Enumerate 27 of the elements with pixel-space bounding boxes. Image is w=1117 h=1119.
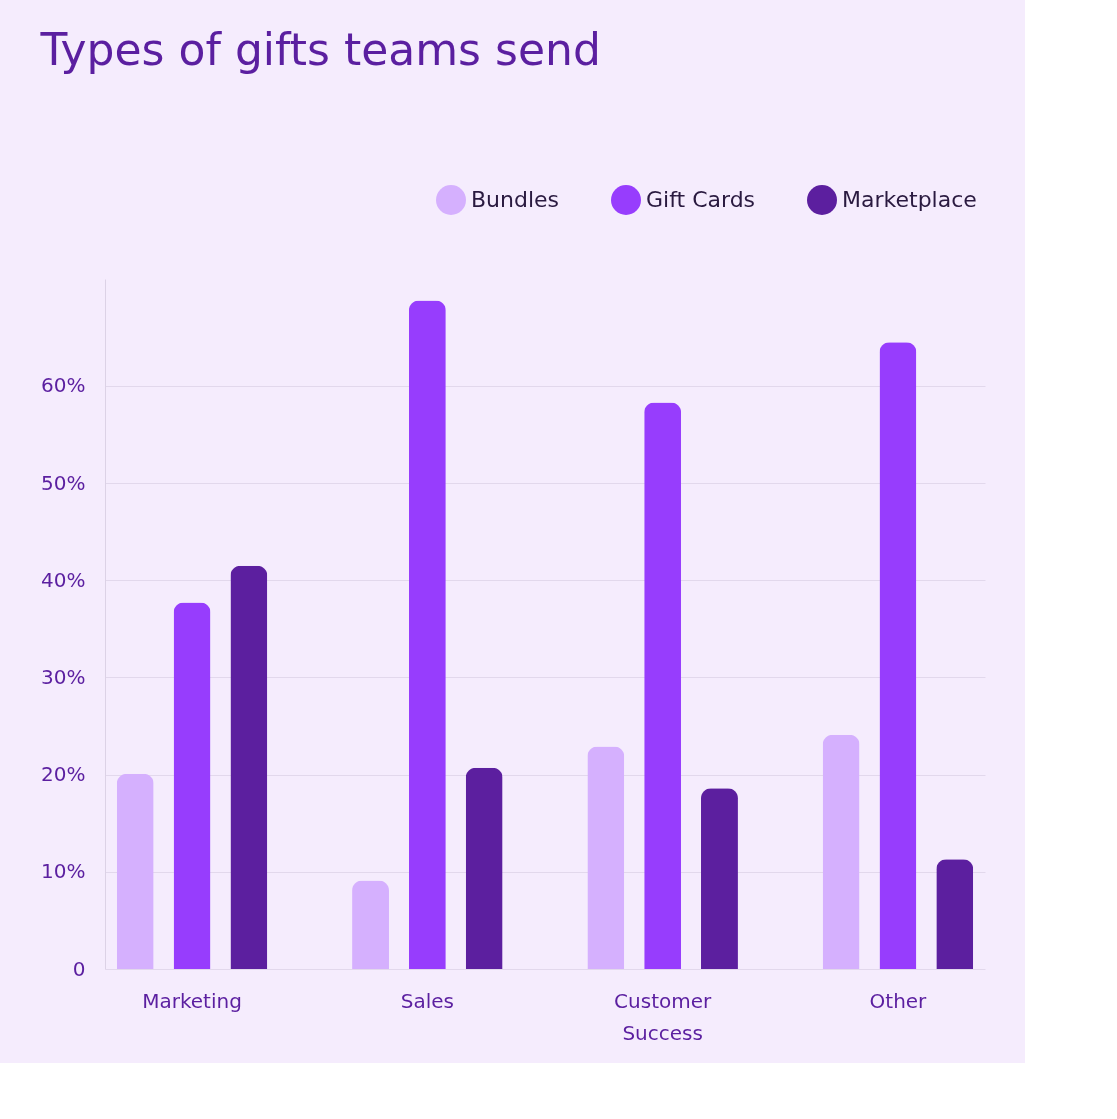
bar — [701, 788, 738, 969]
x-tick-label: Customer Success — [614, 988, 712, 1045]
chart-title: Types of gifts teams send — [39, 24, 601, 75]
y-tick-label: 40% — [41, 567, 86, 592]
y-tick-label: 20% — [41, 762, 86, 787]
x-tick-label: Sales — [400, 988, 454, 1013]
bar — [879, 342, 917, 969]
y-tick-label: 60% — [41, 373, 86, 398]
legend-label: Bundles — [471, 187, 560, 212]
bar — [408, 300, 446, 969]
bar — [230, 565, 268, 969]
bar — [173, 602, 211, 969]
bar — [352, 880, 389, 969]
y-tick-label: 10% — [41, 859, 86, 884]
bar — [822, 734, 860, 969]
y-tick-label: 30% — [41, 664, 86, 689]
x-tick-label: Marketing — [142, 988, 242, 1013]
bar — [465, 767, 503, 969]
legend-label: Marketplace — [842, 187, 977, 212]
bar — [116, 773, 154, 969]
legend-label: Gift Cards — [646, 187, 756, 212]
y-tick-label: 50% — [41, 470, 86, 495]
bar — [587, 746, 625, 969]
y-tick-label: 0 — [72, 956, 86, 981]
bar — [936, 859, 974, 969]
bar — [644, 402, 682, 969]
x-tick-label: Other — [869, 988, 928, 1013]
